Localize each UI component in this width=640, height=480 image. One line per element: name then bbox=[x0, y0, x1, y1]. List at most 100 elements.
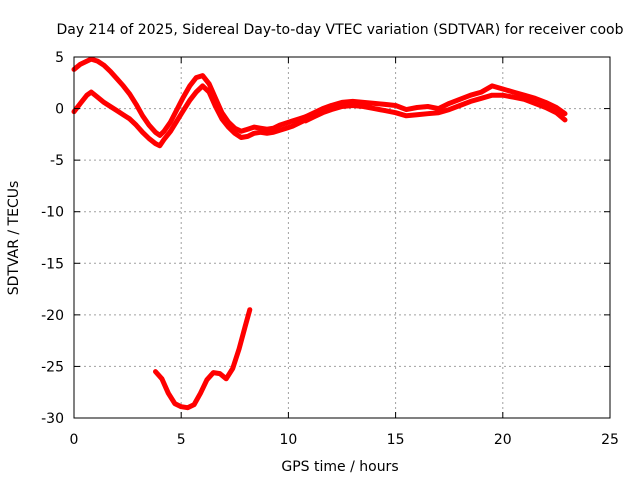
data-point bbox=[181, 95, 186, 100]
data-point bbox=[159, 376, 165, 381]
data-point bbox=[393, 110, 398, 115]
data-point bbox=[84, 58, 90, 64]
data-point bbox=[479, 89, 484, 95]
data-point bbox=[168, 129, 173, 134]
data-point bbox=[350, 103, 355, 108]
data-point bbox=[239, 129, 244, 134]
data-point bbox=[140, 130, 145, 135]
data-point bbox=[311, 114, 317, 120]
data-point bbox=[382, 108, 388, 113]
data-point bbox=[511, 95, 516, 100]
data-point bbox=[243, 323, 248, 328]
data-point bbox=[264, 127, 270, 132]
data-point bbox=[153, 141, 158, 146]
data-point bbox=[194, 75, 199, 80]
data-point bbox=[174, 107, 180, 112]
data-point bbox=[153, 130, 158, 135]
data-point bbox=[532, 96, 538, 101]
x-tick-label: 5 bbox=[177, 432, 186, 448]
data-point bbox=[224, 376, 229, 381]
data-point bbox=[500, 93, 505, 98]
data-point bbox=[436, 106, 441, 111]
data-point bbox=[554, 105, 559, 110]
data-point bbox=[146, 136, 152, 141]
data-point bbox=[543, 105, 548, 110]
series-line-upper-track-b bbox=[71, 83, 309, 149]
x-axis-label: GPS time / hours bbox=[281, 459, 398, 475]
data-point bbox=[84, 93, 90, 98]
data-point bbox=[181, 108, 186, 113]
data-point bbox=[185, 405, 190, 410]
data-point bbox=[339, 104, 345, 109]
data-point bbox=[194, 89, 199, 95]
data-point bbox=[187, 83, 192, 89]
data-point bbox=[329, 103, 334, 108]
data-point bbox=[258, 126, 263, 131]
data-point bbox=[206, 89, 212, 95]
data-point bbox=[179, 404, 184, 409]
data-point bbox=[245, 134, 250, 139]
data-point bbox=[172, 401, 177, 406]
data-point bbox=[296, 120, 302, 126]
data-point bbox=[174, 118, 180, 124]
data-point bbox=[200, 73, 205, 78]
data-point bbox=[101, 100, 107, 105]
data-point bbox=[258, 130, 263, 135]
data-point bbox=[168, 119, 173, 125]
x-tick-label: 15 bbox=[387, 432, 405, 448]
data-point bbox=[425, 111, 430, 116]
data-point bbox=[382, 102, 388, 107]
data-point bbox=[414, 112, 420, 118]
data-point bbox=[554, 110, 559, 115]
data-point bbox=[89, 89, 94, 95]
data-point bbox=[522, 97, 527, 102]
y-tick-label: -10 bbox=[41, 205, 64, 221]
data-point bbox=[191, 402, 197, 407]
data-point bbox=[414, 105, 420, 110]
data-point bbox=[511, 89, 516, 95]
data-point bbox=[436, 110, 441, 115]
data-point bbox=[200, 83, 205, 89]
data-point bbox=[127, 91, 132, 97]
data-point bbox=[127, 116, 132, 122]
data-point bbox=[121, 83, 126, 89]
data-point bbox=[489, 93, 495, 98]
data-point bbox=[361, 100, 366, 105]
data-point bbox=[219, 116, 225, 122]
data-point bbox=[562, 111, 568, 116]
data-point bbox=[290, 118, 295, 124]
y-tick-label: -20 bbox=[41, 308, 64, 324]
data-point bbox=[140, 113, 145, 119]
data-point bbox=[157, 133, 162, 138]
data-point bbox=[277, 128, 282, 133]
data-point bbox=[166, 391, 171, 396]
data-point bbox=[329, 107, 334, 112]
data-point bbox=[108, 104, 113, 109]
data-point bbox=[264, 131, 270, 136]
data-point bbox=[404, 113, 409, 119]
data-point bbox=[543, 100, 548, 105]
data-point bbox=[251, 131, 257, 136]
data-point bbox=[114, 108, 120, 113]
data-point bbox=[134, 122, 139, 128]
data-point bbox=[284, 120, 289, 126]
x-tick-label: 10 bbox=[279, 432, 297, 448]
data-point bbox=[101, 63, 107, 68]
x-tick-label: 0 bbox=[70, 432, 79, 448]
data-point bbox=[277, 122, 282, 128]
data-point bbox=[247, 307, 252, 312]
data-point bbox=[500, 86, 505, 92]
data-point bbox=[425, 104, 430, 109]
y-tick-label: -30 bbox=[41, 411, 64, 427]
data-point bbox=[89, 56, 94, 62]
data-point bbox=[251, 124, 257, 130]
data-point bbox=[204, 377, 210, 382]
data-point bbox=[236, 346, 242, 352]
data-point bbox=[532, 101, 538, 106]
data-point bbox=[134, 102, 139, 107]
data-point bbox=[213, 104, 218, 109]
data-point bbox=[230, 366, 235, 371]
series-line-lower-track bbox=[153, 307, 253, 411]
x-tick-label: 20 bbox=[494, 432, 512, 448]
